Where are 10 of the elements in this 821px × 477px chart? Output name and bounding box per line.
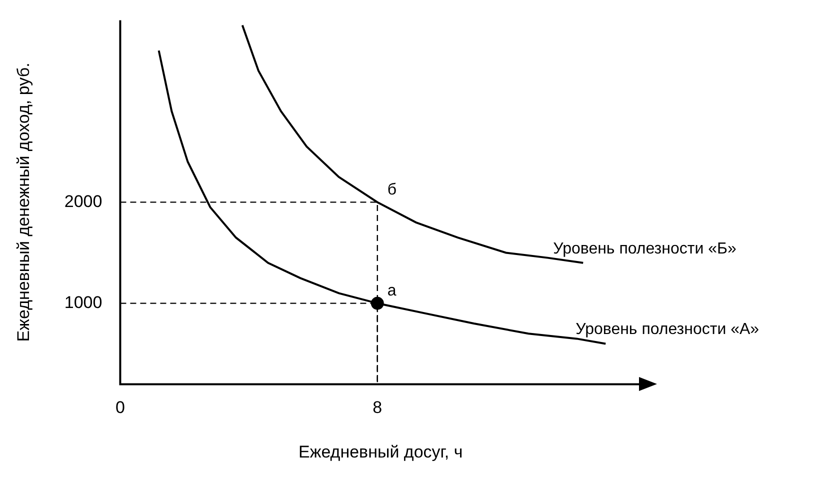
y-axis-title: Ежедневный денежный доход, руб. [14, 62, 33, 342]
annotation: а [387, 282, 396, 300]
x-axis-title: Ежедневный досуг, ч [298, 442, 463, 462]
x-tick-label: 8 [372, 398, 382, 418]
annotation: б [387, 182, 397, 199]
series-label: Уровень полезности «Б» [553, 240, 736, 258]
y-tick-label: 2000 [64, 192, 102, 211]
y-tick-label: 1000 [64, 293, 102, 312]
series-label: Уровень полезности «А» [576, 321, 760, 338]
x-tick-label: 0 [115, 398, 125, 418]
